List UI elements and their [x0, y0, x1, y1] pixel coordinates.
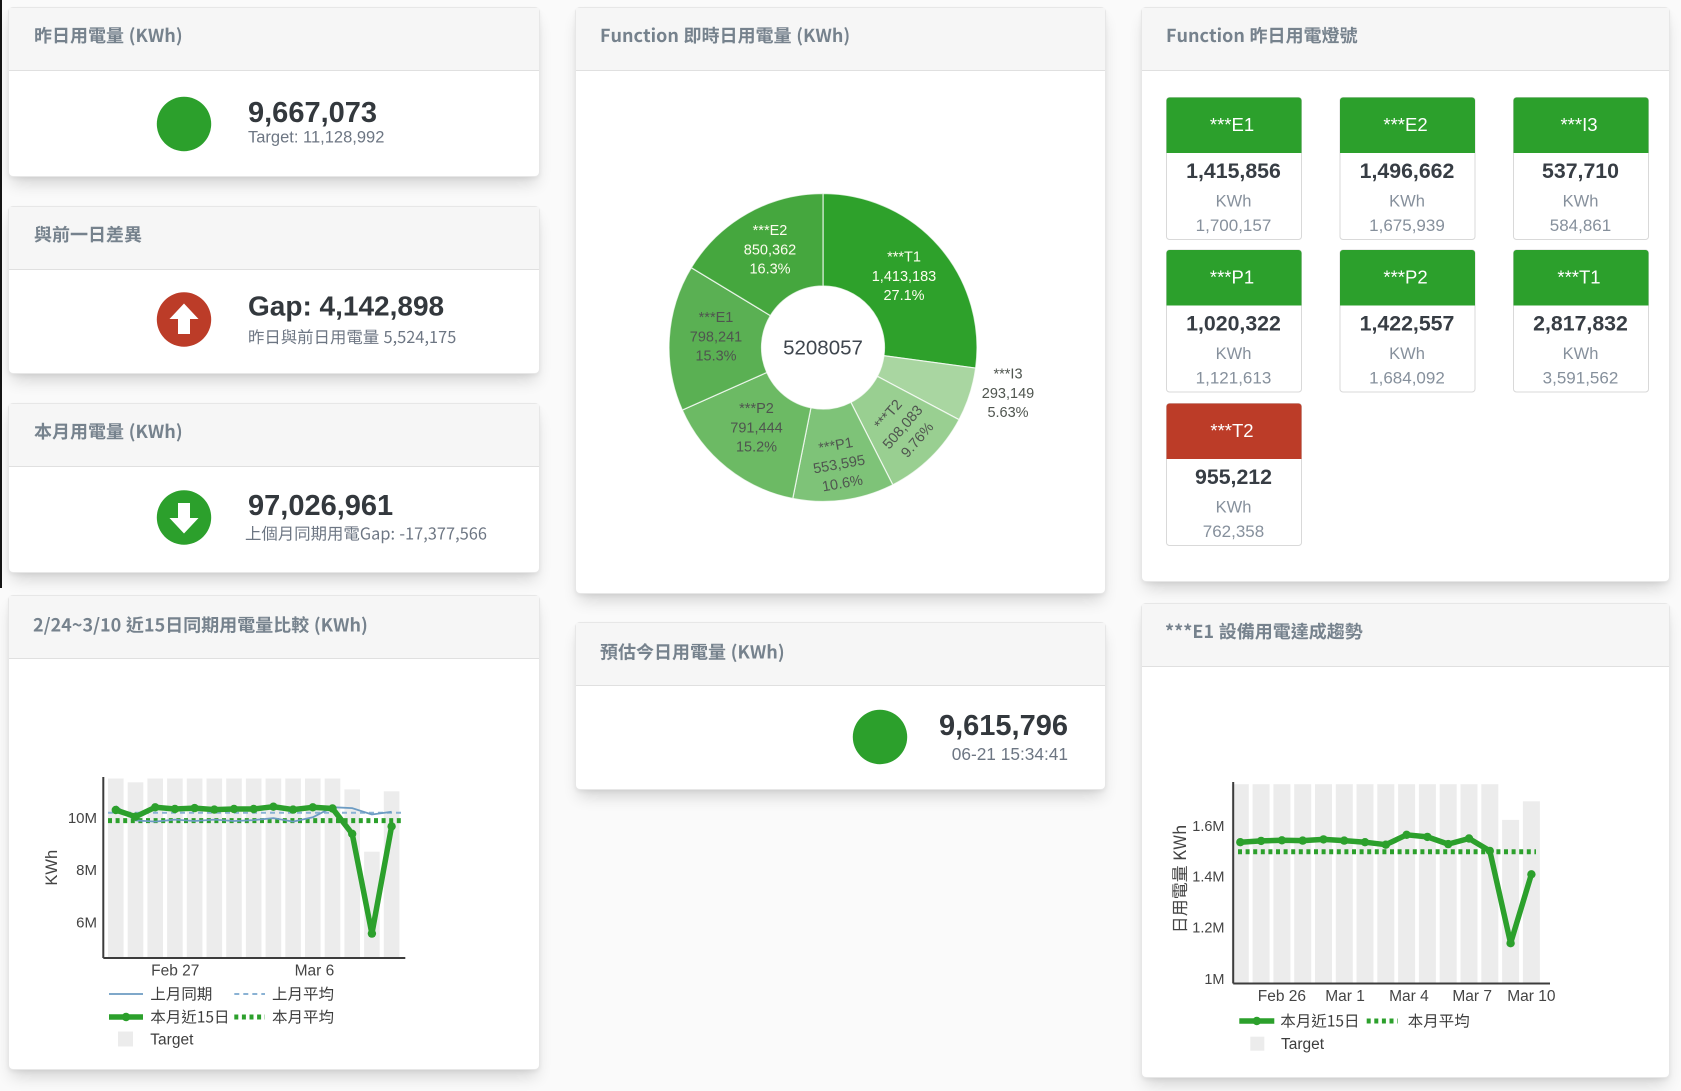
svg-text:1,496,662: 1,496,662 [1360, 159, 1455, 183]
svg-text:2,817,832: 2,817,832 [1533, 312, 1628, 336]
svg-text:3,591,562: 3,591,562 [1543, 369, 1619, 388]
svg-text:KWh: KWh [1563, 345, 1599, 363]
svg-text:Mar 10: Mar 10 [1507, 988, 1556, 1005]
svg-text:1M: 1M [1204, 972, 1224, 988]
svg-text:27.1%: 27.1% [883, 288, 924, 304]
svg-text:***I3: ***I3 [993, 367, 1022, 383]
svg-text:1,415,856: 1,415,856 [1186, 159, 1281, 183]
svg-text:KWh: KWh [1216, 345, 1252, 363]
svg-text:KWh: KWh [1389, 345, 1425, 363]
svg-text:537,710: 537,710 [1542, 159, 1619, 183]
svg-text:5.63%: 5.63% [987, 405, 1028, 421]
svg-text:***E1: ***E1 [699, 310, 734, 326]
svg-text:293,149: 293,149 [982, 386, 1034, 402]
svg-text:1,675,939: 1,675,939 [1369, 216, 1445, 235]
svg-text:KWh: KWh [1389, 193, 1425, 211]
svg-text:97,026,961: 97,026,961 [248, 490, 393, 522]
svg-text:***E2: ***E2 [1383, 114, 1427, 135]
svg-text:***P1: ***P1 [817, 435, 854, 457]
svg-text:***E1: ***E1 [1210, 114, 1254, 135]
svg-text:10M: 10M [68, 810, 97, 827]
svg-text:KWh: KWh [1216, 193, 1252, 211]
svg-text:KWh: KWh [43, 850, 61, 886]
svg-text:9,615,796: 9,615,796 [939, 710, 1068, 742]
svg-text:KWh: KWh [1216, 499, 1252, 517]
svg-text:06-21 15:34:41: 06-21 15:34:41 [952, 744, 1068, 764]
svg-text:16.3%: 16.3% [749, 262, 790, 278]
svg-text:Target: 11,128,992: Target: 11,128,992 [248, 129, 384, 147]
svg-text:1.4M: 1.4M [1192, 869, 1224, 885]
svg-text:791,444: 791,444 [730, 420, 782, 436]
svg-text:Gap: 4,142,898: Gap: 4,142,898 [248, 291, 444, 322]
svg-text:***T1: ***T1 [887, 250, 921, 266]
svg-text:798,241: 798,241 [690, 329, 742, 345]
svg-text:KWh: KWh [1563, 193, 1599, 211]
svg-text:Target: Target [1281, 1036, 1325, 1053]
svg-text:9,667,073: 9,667,073 [248, 97, 377, 129]
svg-text:6M: 6M [76, 914, 97, 931]
svg-text:584,861: 584,861 [1550, 216, 1611, 235]
svg-text:1,684,092: 1,684,092 [1369, 369, 1445, 388]
svg-text:Mar 4: Mar 4 [1389, 988, 1429, 1005]
svg-text:1,422,557: 1,422,557 [1360, 312, 1455, 336]
svg-text:***E2: ***E2 [753, 223, 788, 239]
svg-text:762,358: 762,358 [1203, 522, 1264, 541]
svg-text:955,212: 955,212 [1195, 465, 1272, 489]
svg-text:Mar 1: Mar 1 [1325, 988, 1365, 1005]
svg-text:15.2%: 15.2% [736, 440, 777, 456]
svg-text:***P2: ***P2 [739, 401, 774, 417]
svg-text:15.3%: 15.3% [695, 349, 736, 365]
svg-text:8M: 8M [76, 862, 97, 879]
svg-text:Target: Target [150, 1032, 194, 1049]
svg-text:1,700,157: 1,700,157 [1196, 216, 1272, 235]
svg-text:Mar 7: Mar 7 [1452, 988, 1492, 1005]
svg-text:Feb 27: Feb 27 [151, 963, 199, 980]
svg-text:1,121,613: 1,121,613 [1196, 369, 1272, 388]
svg-text:1,020,322: 1,020,322 [1186, 312, 1281, 336]
svg-text:***P2: ***P2 [1383, 267, 1427, 288]
svg-text:Feb 26: Feb 26 [1258, 988, 1306, 1005]
svg-text:1.2M: 1.2M [1192, 920, 1224, 936]
svg-text:***I3: ***I3 [1560, 114, 1597, 135]
svg-text:1,413,183: 1,413,183 [872, 269, 937, 285]
svg-text:1.6M: 1.6M [1192, 819, 1224, 835]
svg-text:10.6%: 10.6% [821, 473, 864, 496]
svg-text:***P1: ***P1 [1210, 267, 1254, 288]
svg-text:***T1: ***T1 [1557, 267, 1600, 288]
svg-text:***T2: ***T2 [1210, 420, 1253, 441]
svg-text:850,362: 850,362 [744, 242, 796, 258]
svg-text:Mar 6: Mar 6 [295, 963, 335, 980]
svg-text:5208057: 5208057 [783, 337, 863, 360]
